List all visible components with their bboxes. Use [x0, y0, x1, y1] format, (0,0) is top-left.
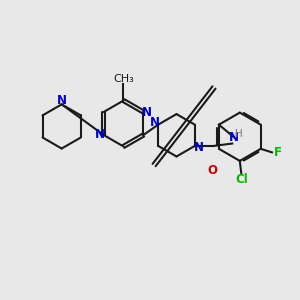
Text: Cl: Cl: [235, 172, 248, 186]
Text: N: N: [229, 130, 239, 143]
Text: N: N: [57, 94, 67, 107]
Text: O: O: [208, 164, 218, 177]
Text: H: H: [235, 129, 243, 139]
Text: N: N: [142, 106, 152, 118]
Text: CH₃: CH₃: [113, 74, 134, 84]
Text: N: N: [95, 128, 105, 142]
Text: N: N: [150, 116, 160, 129]
Text: N: N: [194, 141, 203, 154]
Text: F: F: [274, 146, 282, 159]
